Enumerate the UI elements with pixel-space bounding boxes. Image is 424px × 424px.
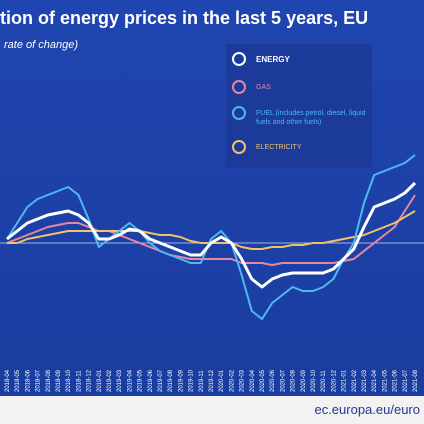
x-tick-label: 2021-04	[372, 369, 378, 392]
x-tick-label: 2018-10	[66, 369, 72, 392]
x-tick-label: 2019-07	[158, 369, 164, 392]
x-tick-label: 2020-11	[321, 370, 327, 392]
x-tick-label: 2020-08	[291, 369, 297, 392]
x-tick-label: 2018-11	[76, 370, 82, 392]
x-tick-label: 2020-05	[260, 369, 266, 392]
x-tick-label: 2020-02	[229, 369, 235, 392]
legend-label: ENERGY	[256, 55, 290, 64]
x-tick-label: 2019-05	[138, 369, 144, 392]
x-tick-label: 2019-02	[107, 369, 113, 392]
x-tick-label: 2020-07	[280, 369, 286, 392]
x-tick-label: 2019-10	[189, 369, 195, 392]
x-tick-label: 2020-03	[240, 369, 246, 392]
x-tick-label: 2019-04	[127, 369, 133, 392]
footer	[0, 396, 424, 424]
x-tick-label: 2018-12	[87, 369, 93, 392]
x-tick-label: 2021-05	[382, 369, 388, 392]
x-tick-label: 2021-06	[393, 369, 399, 392]
x-tick-label: 2018-08	[46, 369, 52, 392]
x-tick-label: 2020-09	[301, 369, 307, 392]
x-tick-label: 2021-08	[413, 369, 419, 392]
legend-label: FUEL (includes petrol, diesel, liquid fu…	[256, 110, 366, 126]
x-tick-label: 2020-10	[311, 369, 317, 392]
legend-icon	[232, 106, 246, 120]
x-tick-label: 2019-06	[148, 369, 154, 392]
x-tick-label: 2021-02	[352, 369, 358, 392]
legend-icon	[232, 52, 246, 66]
x-tick-label: 2020-01	[219, 369, 225, 392]
x-tick-label: 2018-05	[15, 369, 21, 392]
x-tick-label: 2020-12	[331, 369, 337, 392]
x-tick-label: 2018-06	[25, 369, 31, 392]
legend: ENERGY GAS FUEL (includes petrol, diesel, …	[226, 44, 372, 168]
x-tick-label: 2019-09	[178, 369, 184, 392]
source: ec.europa.eu/euro	[314, 402, 420, 417]
x-tick-label: 2019-03	[117, 369, 123, 392]
legend-icon	[232, 80, 246, 94]
legend-icon	[232, 140, 246, 154]
chart-title: tion of energy prices in the last 5 year…	[0, 8, 368, 28]
legend-label: ELECTRICITY	[256, 144, 302, 151]
x-tick-label: 2019-01	[97, 369, 103, 392]
x-tick-label: 2021-01	[342, 369, 348, 392]
x-tick-label: 2019-12	[209, 369, 215, 392]
series-line	[6, 181, 417, 289]
x-tick-label: 2020-04	[250, 369, 256, 392]
x-tick-label: 2020-06	[270, 369, 276, 392]
series-line	[6, 194, 416, 266]
x-tick-label: 2018-07	[36, 369, 42, 392]
legend-label: GAS	[256, 84, 271, 91]
x-tick-label: 2018-09	[56, 369, 62, 392]
x-tick-label: 2018-04	[5, 369, 11, 392]
x-tick-label: 2019-08	[168, 369, 174, 392]
x-tick-label: 2021-07	[403, 369, 409, 392]
x-tick-label: 2021-03	[362, 369, 368, 392]
chart-subtitle: rate of change)	[4, 39, 78, 51]
x-tick-label: 2019-11	[199, 370, 205, 392]
